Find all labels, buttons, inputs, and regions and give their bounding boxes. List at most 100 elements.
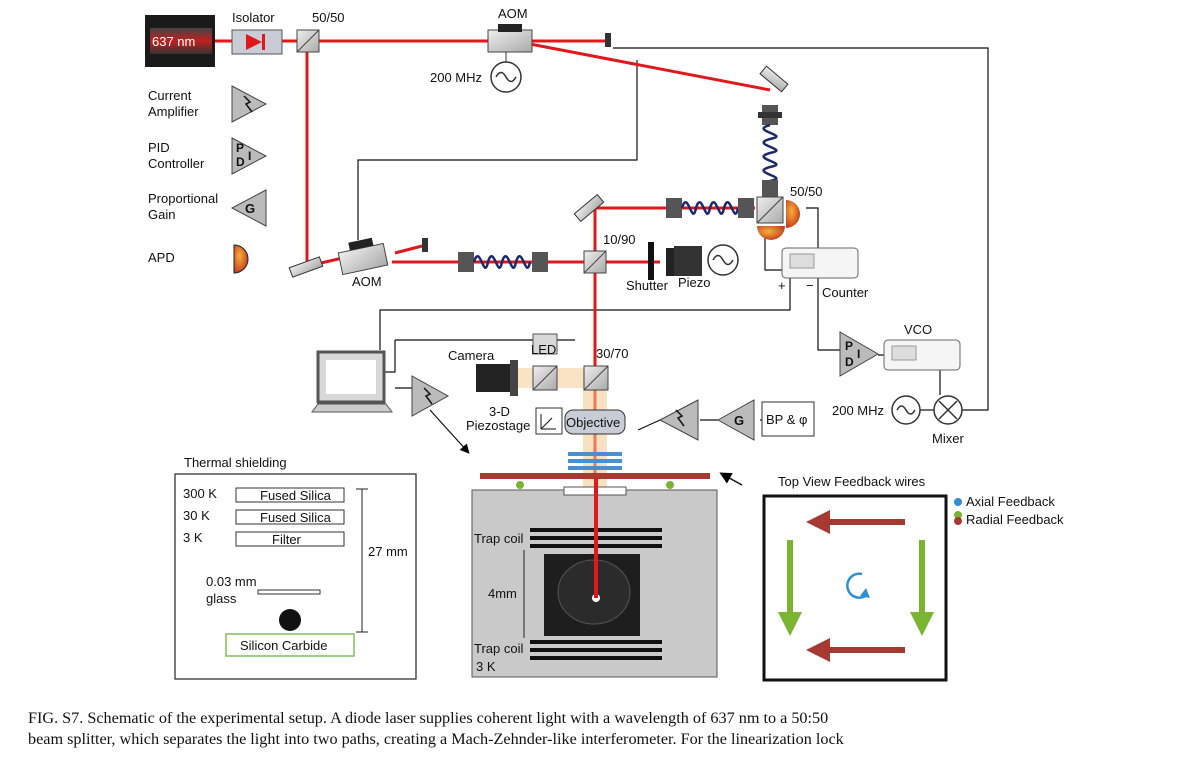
trap-coil-top: Trap coil [474, 531, 523, 546]
shutter [648, 242, 654, 280]
svg-text:I: I [857, 347, 860, 361]
aom-top: AOM [487, 6, 533, 53]
legend-apd: APD [148, 250, 175, 265]
thermal-shielding-panel: Thermal shielding 300 K Fused Silica 30 … [174, 455, 417, 680]
fiber-coupler-top [758, 105, 782, 125]
fiber-coupler-h-right [738, 198, 754, 218]
svg-text:Piezostage: Piezostage [466, 418, 530, 433]
rf-source-mixer: 200 MHz [832, 395, 921, 425]
caption-line-1: FIG. S7. Schematic of the experimental s… [28, 709, 829, 727]
piezostage: 3-D Piezostage [466, 404, 563, 435]
shutter-label: Shutter [626, 278, 669, 293]
legend-current-1: Current [148, 88, 192, 103]
apd-icon [233, 244, 249, 274]
beam-splitter-top: 50/50 [296, 10, 345, 53]
fiber-coil-horizontal-right [680, 200, 740, 216]
current-amplifier-icon [231, 85, 268, 123]
svg-text:G: G [245, 201, 255, 216]
arrow-to-plate [719, 472, 743, 486]
legend-current-2: Amplifier [148, 104, 199, 119]
legend-gain-2: Gain [148, 207, 175, 222]
led: LED [531, 333, 558, 357]
piezo-mirror: Piezo [666, 244, 739, 290]
bandpass-filter: BP & φ [761, 401, 815, 437]
svg-text:637 nm: 637 nm [152, 34, 195, 49]
rf-source-top: 200 MHz [430, 52, 522, 93]
proportional-gain-icon [230, 189, 267, 227]
svg-text:P: P [236, 141, 244, 155]
svg-text:200 MHz: 200 MHz [832, 403, 884, 418]
beam-dump-left [422, 238, 428, 252]
trap-temp: 3 K [476, 659, 496, 674]
aom-left: AOM [337, 237, 389, 289]
svg-text:VCO: VCO [904, 322, 932, 337]
fiber-coupler-left-b [532, 252, 548, 272]
svg-text:AOM: AOM [352, 274, 382, 289]
svg-text:−: − [806, 278, 814, 293]
glass-thickness: 0.03 mm [206, 574, 257, 589]
svg-text:10/90: 10/90 [603, 232, 636, 247]
pid-controller-icon [231, 137, 268, 175]
legend-pid-1: PID [148, 140, 170, 155]
beam-splitter-1090: 10/90 [583, 232, 636, 274]
feedback-title: Top View Feedback wires [778, 474, 926, 489]
isolator: Isolator [231, 10, 283, 55]
trap-gap: 4mm [488, 586, 517, 601]
gain-feedback [716, 399, 755, 441]
substrate-label: Silicon Carbide [240, 638, 327, 653]
shield-row-3-temp: 3 K [183, 530, 203, 545]
beam-dump-top [605, 33, 611, 47]
caption-line-2: beam splitter, which separates the light… [28, 730, 844, 748]
camera: Camera [448, 348, 518, 396]
signal-wires [355, 47, 989, 454]
shield-row-2-material: Fused Silica [260, 510, 332, 525]
svg-text:+: + [778, 278, 786, 293]
svg-text:AOM: AOM [498, 6, 528, 21]
svg-text:200 MHz: 200 MHz [430, 70, 482, 85]
mirror-mid [573, 193, 605, 223]
beam-splitter-3070: 30/70 [583, 346, 629, 391]
laser-source: 637 nm [145, 15, 215, 67]
svg-text:Counter: Counter [822, 285, 869, 300]
svg-text:Mixer: Mixer [932, 431, 964, 446]
svg-text:Piezo: Piezo [678, 275, 711, 290]
svg-text:Objective: Objective [566, 415, 620, 430]
legend-radial: Radial Feedback [966, 512, 1064, 527]
shield-row-2-temp: 30 K [183, 508, 210, 523]
legend-axial: Axial Feedback [966, 494, 1055, 509]
feedback-panel: Top View Feedback wires Axial Feedback R… [762, 474, 1064, 682]
trap-coil-bottom: Trap coil [474, 641, 523, 656]
svg-text:50/50: 50/50 [312, 10, 345, 25]
svg-text:D: D [236, 155, 245, 169]
svg-text:Camera: Camera [448, 348, 495, 363]
fiber-coil-horizontal-left [472, 254, 532, 270]
legend: Current Amplifier PID Controller P D I P… [148, 85, 268, 274]
current-amplifier-apd [411, 375, 450, 417]
fiber-coupler-left-a [458, 252, 474, 272]
pid-controller-vco [839, 331, 879, 377]
glass-label: glass [206, 591, 237, 606]
beam-splitter-right: 50/50 [756, 184, 823, 224]
shield-row-3-material: Filter [272, 532, 302, 547]
counter: Counter + − [778, 247, 869, 300]
legend-pid-2: Controller [148, 156, 205, 171]
apd-bottom [757, 226, 785, 240]
svg-text:D: D [845, 355, 854, 369]
figure-caption: FIG. S7. Schematic of the experimental s… [28, 708, 1178, 750]
fiber-coupler-h-left [666, 198, 682, 218]
objective: Objective [564, 409, 626, 435]
shield-row-1-material: Fused Silica [260, 488, 332, 503]
computer-icon [311, 350, 393, 413]
svg-text:3-D: 3-D [489, 404, 510, 419]
svg-text:Isolator: Isolator [232, 10, 275, 25]
trap-beam [594, 478, 598, 598]
shield-row-1-temp: 300 K [183, 486, 217, 501]
vco: VCO [883, 322, 961, 371]
svg-text:P: P [845, 339, 853, 353]
mixer: Mixer [932, 395, 964, 446]
fiber-coupler-mid [762, 180, 778, 198]
svg-text:I: I [248, 149, 251, 163]
svg-text:50/50: 50/50 [790, 184, 823, 199]
shielding-stack [568, 452, 622, 470]
